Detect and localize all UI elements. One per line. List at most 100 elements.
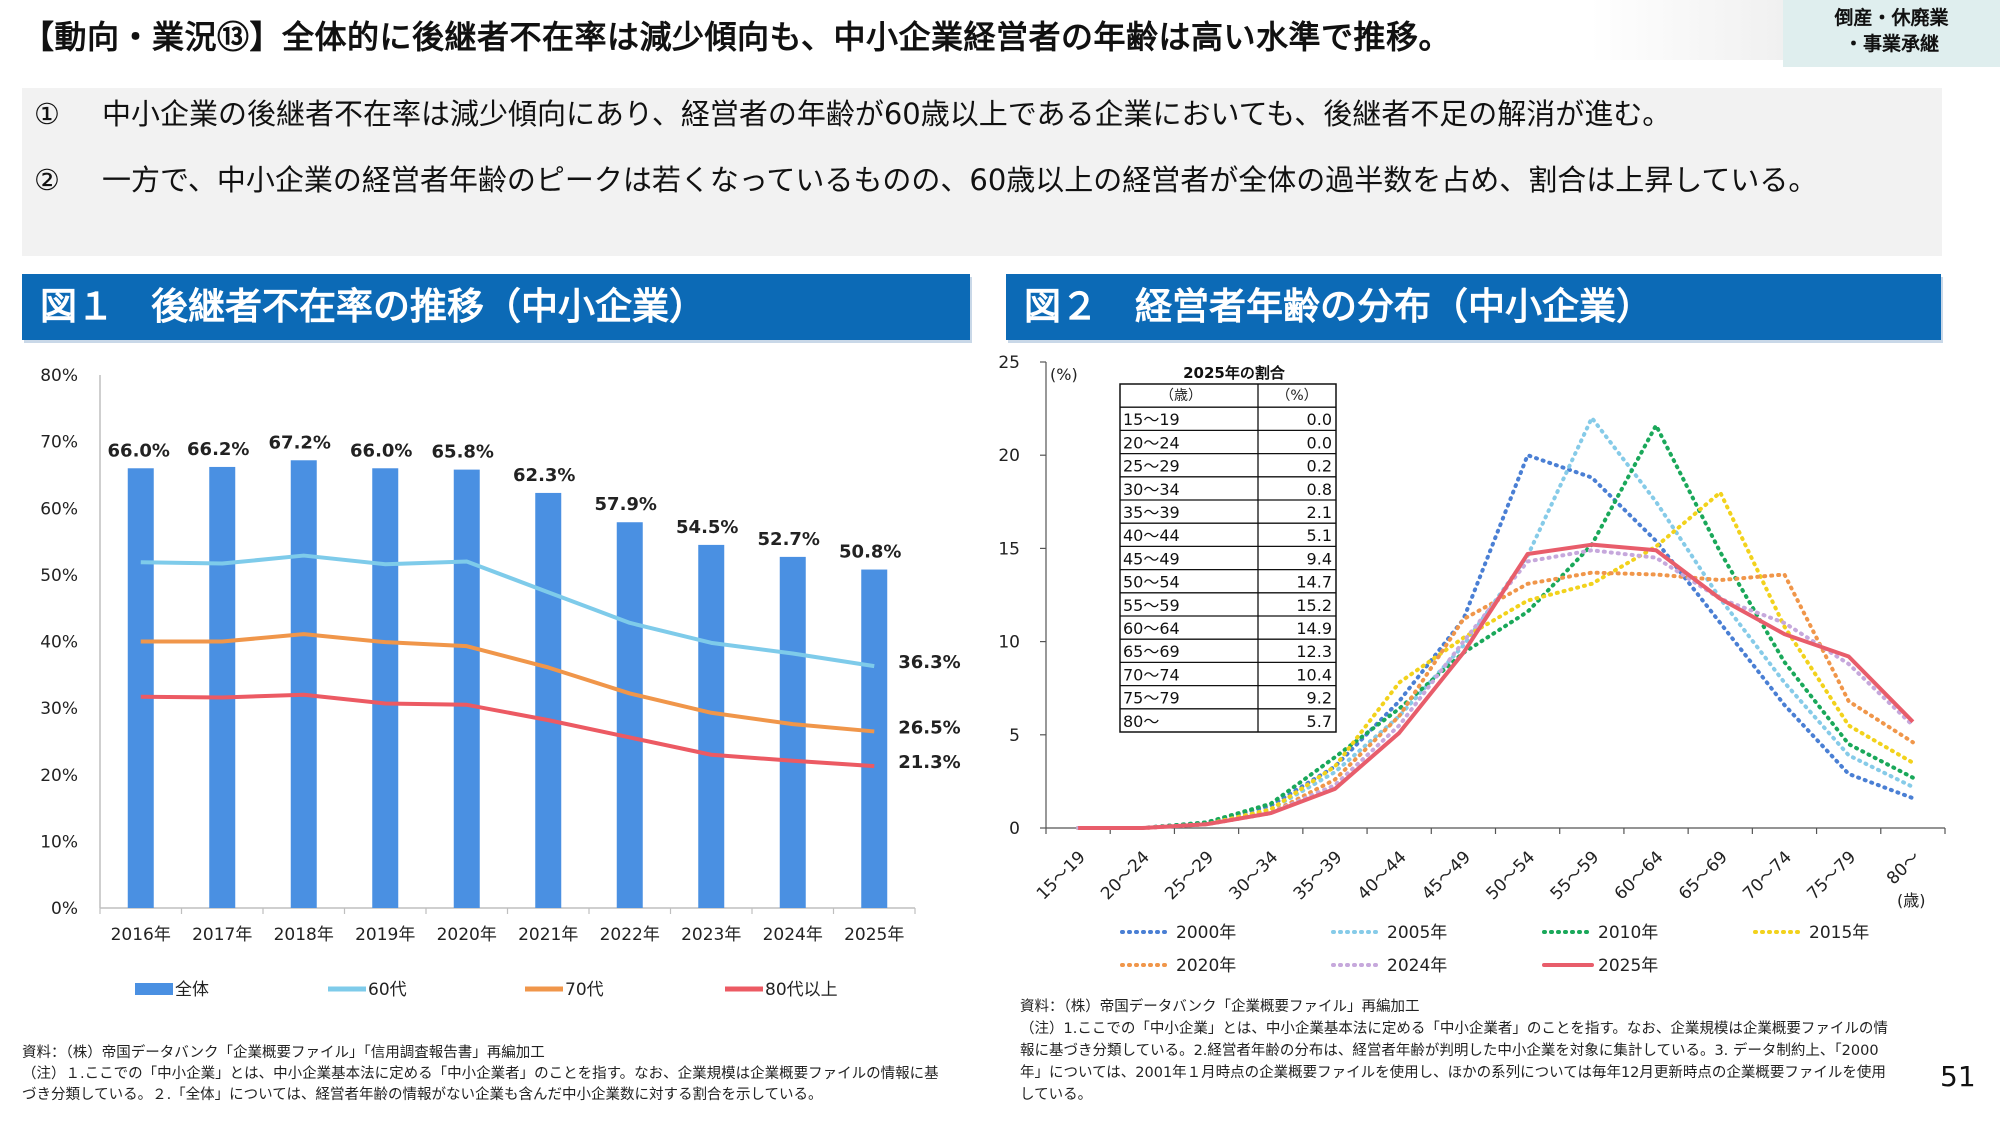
line-series-60代 <box>140 553 875 669</box>
table-cell-age: 25～29 <box>1123 457 1180 476</box>
line-series-2010年 <box>1076 423 1915 830</box>
table-cell-percent: 5.1 <box>1307 526 1332 545</box>
y-tick-label: 10 <box>998 633 1020 653</box>
bar-all <box>616 522 643 908</box>
table-cell-percent: 2.1 <box>1307 503 1332 522</box>
legend-label: 2024年 <box>1387 956 1447 976</box>
bar-all <box>861 569 888 908</box>
y-tick-label: 25 <box>998 353 1020 373</box>
line-series-70代 <box>140 632 875 734</box>
table-cell-age: 20～24 <box>1123 433 1180 452</box>
legend-label: 70代 <box>565 980 604 1000</box>
legend-label: 80代以上 <box>765 980 838 1000</box>
y-tick-label: 40% <box>40 633 78 653</box>
table-cell-percent: 14.9 <box>1296 619 1332 638</box>
table-cell-percent: 0.8 <box>1307 480 1332 499</box>
x-tick-label: 2021年 <box>518 925 578 945</box>
x-tick-label: 2019年 <box>355 925 415 945</box>
x-tick-label: 15～19 <box>1033 847 1090 904</box>
legend-swatch-bar <box>135 983 173 995</box>
legend-label: 2000年 <box>1176 923 1236 943</box>
x-tick-label: 50～54 <box>1482 847 1539 904</box>
figure2-heading: 図２ 経営者年齢の分布（中小企業） <box>1006 274 1941 340</box>
summary-item-number: ① <box>34 97 60 131</box>
legend-label: 全体 <box>175 980 209 1000</box>
table-cell-percent: 0.0 <box>1307 433 1332 452</box>
bar-data-label: 66.0% <box>108 440 170 461</box>
x-axis-unit: (歳) <box>1897 891 1926 910</box>
bar-data-label: 66.2% <box>187 439 249 460</box>
table-head-age: （歳） <box>1160 388 1202 404</box>
table-cell-age: 30～34 <box>1123 480 1180 499</box>
x-tick-label: 80～ <box>1883 847 1924 888</box>
x-tick-label: 2023年 <box>681 925 741 945</box>
bar-all <box>290 460 317 908</box>
y-tick-label: 20 <box>998 446 1020 466</box>
x-tick-label: 30～34 <box>1226 847 1283 904</box>
bar-all <box>453 469 480 908</box>
table-cell-age: 80～ <box>1123 712 1159 731</box>
bar-all <box>779 556 806 908</box>
x-tick-label: 65～69 <box>1675 847 1732 904</box>
legend-label: 2020年 <box>1176 956 1236 976</box>
line-series-80代以上 <box>140 692 875 769</box>
table-cell-age: 40～44 <box>1123 526 1180 545</box>
table-cell-percent: 0.0 <box>1307 410 1332 429</box>
bar-data-label: 65.8% <box>432 442 494 463</box>
line-end-label: 21.3% <box>898 752 960 773</box>
summary-item-text: 中小企業の後継者不在率は減少傾向にあり、経営者の年齢が60歳以上である企業におい… <box>102 97 1672 131</box>
table-cell-percent: 9.4 <box>1307 549 1332 568</box>
table-head-percent: （%） <box>1276 388 1317 404</box>
page-number: 51 <box>1940 1060 1976 1093</box>
table-cell-age: 65～69 <box>1123 642 1180 661</box>
category-tag-line1: 倒産・休廃業 <box>1834 7 1949 29</box>
x-tick-label: 2022年 <box>600 925 660 945</box>
table-cell-age: 55～59 <box>1123 596 1180 615</box>
summary-box: ① 中小企業の後継者不在率は減少傾向にあり、経営者の年齢が60歳以上である企業に… <box>22 88 1942 256</box>
x-tick-label: 75～79 <box>1803 847 1860 904</box>
x-tick-label: 70～74 <box>1739 847 1796 904</box>
table-cell-age: 50～54 <box>1123 573 1180 592</box>
x-tick-label: 2024年 <box>763 925 823 945</box>
line-end-label: 26.5% <box>898 717 960 738</box>
y-tick-label: 20% <box>40 766 78 786</box>
bar-all <box>127 468 154 908</box>
figure1-source-note: 資料：（株）帝国データバンク「企業概要ファイル」「信用調査報告書」再編加工 （注… <box>22 1045 939 1103</box>
table-cell-percent: 9.2 <box>1307 689 1332 708</box>
bar-data-label: 52.7% <box>758 529 820 550</box>
table-frame <box>1119 383 1337 733</box>
legend-label: 2005年 <box>1387 923 1447 943</box>
table-cell-percent: 15.2 <box>1296 596 1332 615</box>
bar-all <box>535 492 562 908</box>
table-cell-age: 45～49 <box>1123 549 1180 568</box>
table-cell-percent: 10.4 <box>1296 665 1332 684</box>
y-tick-label: 50% <box>40 566 78 586</box>
x-tick-label: 60～64 <box>1611 847 1668 904</box>
figure1-heading: 図１ 後継者不在率の推移（中小企業） <box>22 274 970 340</box>
tag-shadow <box>1590 0 1785 60</box>
figure2-source-note: 資料：（株）帝国データバンク「企業概要ファイル」再編加工 （注）1.ここでの「中… <box>1020 999 1888 1103</box>
x-tick-label: 2025年 <box>844 925 904 945</box>
page-title: 【動向・業況⑬】全体的に後継者不在率は減少傾向も、中小企業経営者の年齢は高い水準… <box>22 18 1452 56</box>
y-tick-label: 10% <box>40 832 78 852</box>
bar-data-label: 67.2% <box>269 432 331 453</box>
legend-label: 2025年 <box>1598 956 1658 976</box>
bar-data-label: 62.3% <box>513 465 575 486</box>
x-tick-label: 55～59 <box>1547 847 1604 904</box>
figure1-chart: 0% 10% 20% 30% 40% 50% 60% 70% 80% 2016年 2017年 2018… <box>40 366 961 1000</box>
y-tick-label: 0% <box>51 899 78 919</box>
table-cell-age: 70～74 <box>1123 665 1180 684</box>
table-cell-percent: 5.7 <box>1307 712 1332 731</box>
table-cell-age: 35～39 <box>1123 503 1180 522</box>
bar-data-label: 50.8% <box>839 542 901 563</box>
table-title: 2025年の割合 <box>1183 364 1286 382</box>
y-tick-label: 5 <box>1009 726 1020 746</box>
bar-data-label: 57.9% <box>595 494 657 515</box>
category-tag: 倒産・休廃業 ・事業承継 <box>1783 0 2000 67</box>
y-tick-label: 70% <box>40 433 78 453</box>
x-tick-label: 2020年 <box>437 925 497 945</box>
x-tick-label: 25～29 <box>1161 847 1218 904</box>
table-cell-percent: 12.3 <box>1296 642 1332 661</box>
y-tick-label: 15 <box>998 539 1020 559</box>
